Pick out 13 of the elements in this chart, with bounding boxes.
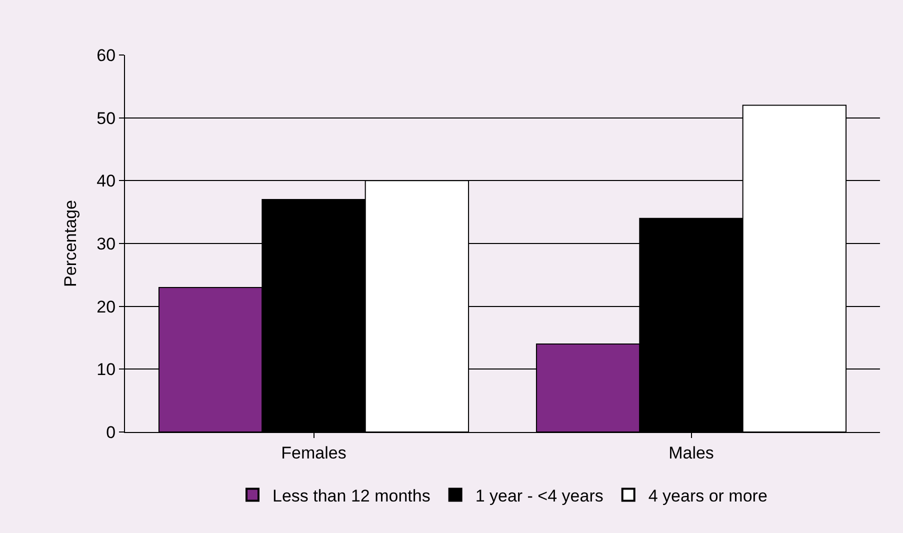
y-tick-label: 0 — [106, 422, 116, 442]
y-tick-label: 60 — [96, 46, 116, 65]
y-tick-label: 10 — [96, 360, 116, 380]
legend-label: 1 year - <4 years — [475, 486, 604, 506]
y-tick-label: 30 — [96, 234, 116, 254]
y-tick-label: 50 — [96, 108, 116, 128]
legend-label: Less than 12 months — [272, 486, 430, 506]
x-tick-label: Males — [668, 443, 714, 462]
x-tick-label: Females — [281, 443, 346, 462]
legend-label: 4 years or more — [648, 486, 768, 506]
y-tick-label: 40 — [96, 172, 116, 191]
y-tick-label: 20 — [96, 297, 116, 316]
y-axis-title: Percentage — [61, 200, 80, 287]
